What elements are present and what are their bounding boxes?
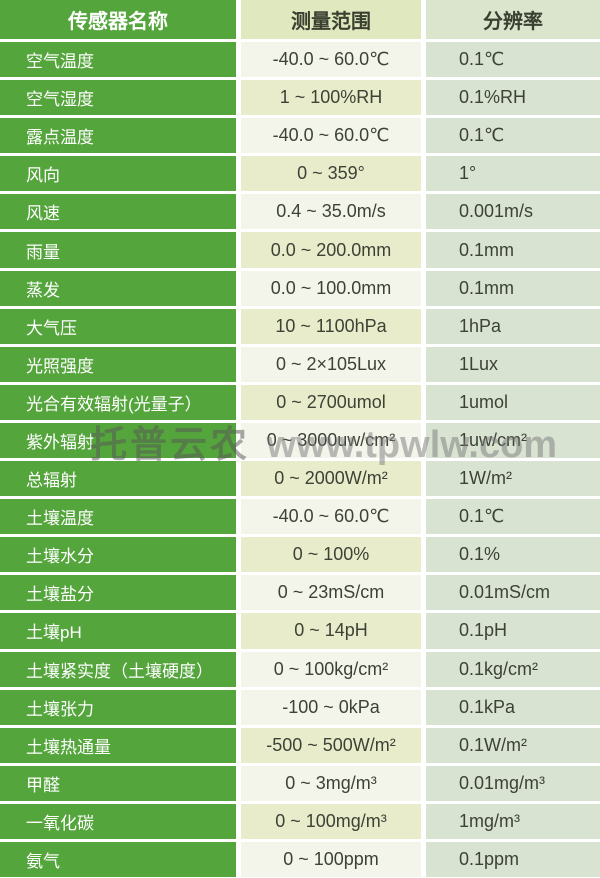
measure-range-cell: 0 ~ 2000W/m² bbox=[241, 461, 421, 497]
measure-range-cell: -40.0 ~ 60.0℃ bbox=[241, 118, 421, 154]
resolution-cell: 0.1kPa bbox=[426, 689, 600, 725]
measure-range-cell: -40.0 ~ 60.0℃ bbox=[241, 499, 421, 535]
resolution-cell: 0.1W/m² bbox=[426, 727, 600, 763]
measure-range-cell: -40.0 ~ 60.0℃ bbox=[241, 42, 421, 78]
measure-range-cell: 1 ~ 100%RH bbox=[241, 80, 421, 116]
sensor-name-cell: 土壤水分 bbox=[0, 537, 236, 573]
sensor-name-cell: 蒸发 bbox=[0, 270, 236, 306]
resolution-cell: 0.1% bbox=[426, 537, 600, 573]
sensor-name-cell: 风向 bbox=[0, 156, 236, 192]
resolution-cell: 0.1%RH bbox=[426, 80, 600, 116]
sensor-name-cell: 大气压 bbox=[0, 308, 236, 344]
measure-range-cell: 0 ~ 2×105Lux bbox=[241, 346, 421, 382]
resolution-cell: 1W/m² bbox=[426, 461, 600, 497]
sensor-name-cell: 光合有效辐射(光量子） bbox=[0, 384, 236, 420]
sensor-name-cell: 总辐射 bbox=[0, 461, 236, 497]
sensor-name-cell: 土壤张力 bbox=[0, 689, 236, 725]
sensor-name-cell: 土壤紧实度（土壤硬度） bbox=[0, 651, 236, 687]
measure-range-cell: 0 ~ 3000uw/cm² bbox=[241, 422, 421, 459]
resolution-cell: 0.01mS/cm bbox=[426, 575, 600, 611]
measure-range-cell: 0.0 ~ 100.0mm bbox=[241, 270, 421, 306]
resolution-cell: 0.1mm bbox=[426, 270, 600, 306]
sensor-name-cell: 土壤盐分 bbox=[0, 575, 236, 611]
sensor-name-cell: 甲醛 bbox=[0, 765, 236, 801]
sensor-name-cell: 土壤pH bbox=[0, 613, 236, 649]
measure-range-cell: 0.0 ~ 200.0mm bbox=[241, 232, 421, 268]
resolution-cell: 0.1℃ bbox=[426, 42, 600, 78]
resolution-cell: 1uw/cm² bbox=[426, 422, 600, 459]
sensor-name-cell: 风速 bbox=[0, 194, 236, 230]
measure-range-cell: 0 ~ 2700umol bbox=[241, 384, 421, 420]
sensor-name-cell: 一氧化碳 bbox=[0, 803, 236, 839]
header-resolution: 分辨率 bbox=[426, 0, 600, 39]
measure-range-cell: 0 ~ 100ppm bbox=[241, 841, 421, 878]
measure-range-cell: 0 ~ 14pH bbox=[241, 613, 421, 649]
sensor-name-cell: 紫外辐射 bbox=[0, 422, 236, 459]
sensor-name-cell: 土壤温度 bbox=[0, 499, 236, 535]
sensor-name-cell: 露点温度 bbox=[0, 118, 236, 154]
header-sensor-name: 传感器名称 bbox=[0, 0, 236, 39]
measure-range-cell: 0 ~ 23mS/cm bbox=[241, 575, 421, 611]
sensor-name-cell: 光照强度 bbox=[0, 346, 236, 382]
measure-range-cell: 0.4 ~ 35.0m/s bbox=[241, 194, 421, 230]
sensor-name-cell: 氨气 bbox=[0, 841, 236, 878]
resolution-cell: 0.01mg/m³ bbox=[426, 765, 600, 801]
measure-range-cell: 0 ~ 100mg/m³ bbox=[241, 803, 421, 839]
measure-range-cell: 0 ~ 3mg/m³ bbox=[241, 765, 421, 801]
sensor-name-cell: 空气湿度 bbox=[0, 80, 236, 116]
resolution-cell: 1° bbox=[426, 156, 600, 192]
resolution-cell: 0.1mm bbox=[426, 232, 600, 268]
sensor-name-cell: 雨量 bbox=[0, 232, 236, 268]
sensor-name-cell: 空气温度 bbox=[0, 42, 236, 78]
resolution-cell: 1mg/m³ bbox=[426, 803, 600, 839]
measure-range-cell: -100 ~ 0kPa bbox=[241, 689, 421, 725]
header-measure-range: 测量范围 bbox=[241, 0, 421, 39]
measure-range-cell: 0 ~ 359° bbox=[241, 156, 421, 192]
resolution-cell: 0.1℃ bbox=[426, 499, 600, 535]
resolution-cell: 0.1pH bbox=[426, 613, 600, 649]
resolution-cell: 0.001m/s bbox=[426, 194, 600, 230]
measure-range-cell: -500 ~ 500W/m² bbox=[241, 727, 421, 763]
resolution-cell: 0.1ppm bbox=[426, 841, 600, 878]
resolution-cell: 0.1℃ bbox=[426, 118, 600, 154]
sensor-name-cell: 土壤热通量 bbox=[0, 727, 236, 763]
resolution-cell: 1hPa bbox=[426, 308, 600, 344]
resolution-cell: 1umol bbox=[426, 384, 600, 420]
resolution-cell: 0.1kg/cm² bbox=[426, 651, 600, 687]
measure-range-cell: 0 ~ 100kg/cm² bbox=[241, 651, 421, 687]
measure-range-cell: 0 ~ 100% bbox=[241, 537, 421, 573]
resolution-cell: 1Lux bbox=[426, 346, 600, 382]
measure-range-cell: 10 ~ 1100hPa bbox=[241, 308, 421, 344]
